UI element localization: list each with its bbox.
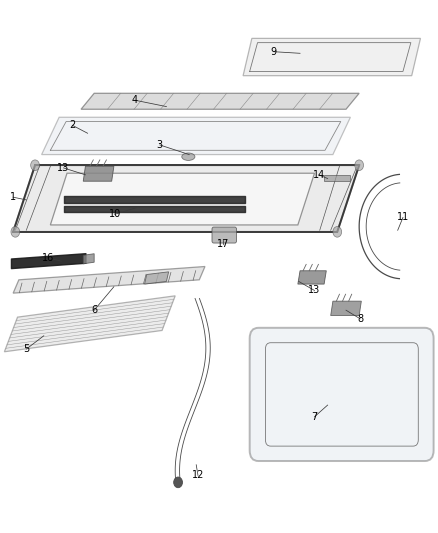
Text: 16: 16 xyxy=(42,253,54,263)
Text: 11: 11 xyxy=(397,213,409,222)
Text: 13: 13 xyxy=(57,163,70,173)
Circle shape xyxy=(355,160,364,171)
Polygon shape xyxy=(324,175,350,181)
Polygon shape xyxy=(13,266,205,293)
Polygon shape xyxy=(81,93,359,109)
Text: 6: 6 xyxy=(91,305,97,315)
Polygon shape xyxy=(83,166,114,181)
Polygon shape xyxy=(145,272,169,284)
FancyBboxPatch shape xyxy=(250,328,434,461)
Polygon shape xyxy=(298,271,326,284)
Polygon shape xyxy=(13,165,359,232)
Circle shape xyxy=(31,160,39,171)
Text: 17: 17 xyxy=(217,239,230,249)
Text: 7: 7 xyxy=(311,412,318,422)
Text: 13: 13 xyxy=(308,286,321,295)
Polygon shape xyxy=(83,254,94,264)
Polygon shape xyxy=(50,173,314,225)
Text: 8: 8 xyxy=(357,314,363,324)
Text: 2: 2 xyxy=(69,120,75,130)
Text: 14: 14 xyxy=(313,170,325,180)
Text: 5: 5 xyxy=(23,344,29,354)
Circle shape xyxy=(174,477,183,488)
Circle shape xyxy=(333,227,342,237)
Circle shape xyxy=(11,227,20,237)
Text: 12: 12 xyxy=(192,471,204,480)
FancyBboxPatch shape xyxy=(212,227,237,243)
Text: 3: 3 xyxy=(157,140,163,150)
Text: 1: 1 xyxy=(10,192,16,202)
Polygon shape xyxy=(243,38,420,76)
Polygon shape xyxy=(4,296,175,352)
Text: 9: 9 xyxy=(271,47,277,56)
Polygon shape xyxy=(331,301,361,316)
Text: 4: 4 xyxy=(132,95,138,105)
Polygon shape xyxy=(42,117,350,155)
Text: 10: 10 xyxy=(109,209,121,219)
Ellipse shape xyxy=(182,153,195,160)
